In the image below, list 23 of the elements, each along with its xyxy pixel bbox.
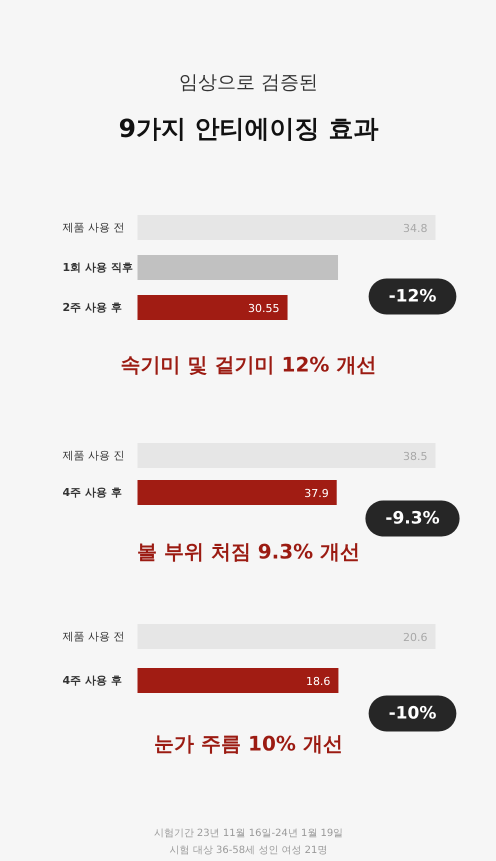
- chart-title: 9가지 안티에이징 효과: [118, 114, 378, 143]
- text: 시험기간 23년 11월 16일-24년 1월 19일: [154, 828, 344, 839]
- y-tick-label: 제품 사용 진: [62, 449, 124, 462]
- data-label: 20.6: [403, 631, 428, 644]
- data-label: 18.6: [306, 675, 330, 688]
- data-label: 30.55: [248, 302, 280, 315]
- y-tick-label: 4주 사용 후: [62, 486, 122, 499]
- y-tick-label: 1회 사용 직후: [62, 261, 133, 274]
- data-label: 34.8: [403, 222, 428, 235]
- text: -10%: [388, 704, 436, 724]
- text: 시험 대상 36-58세 성인 여성 21명: [170, 845, 328, 856]
- chart-subtitle: 임상으로 검증된: [178, 72, 318, 94]
- y-tick-label: 제품 사용 전: [62, 221, 124, 234]
- y-tick-label: 2주 사용 후: [62, 301, 122, 314]
- data-label: 37.9: [304, 487, 329, 500]
- text: 볼 부위 처짐 9.3% 개선: [136, 540, 360, 564]
- y-tick-label: 4주 사용 후: [62, 674, 122, 687]
- annotation: -12%: [388, 286, 436, 306]
- text: 속기미 및 겉기미 12% 개선: [120, 352, 376, 376]
- y-tick-label: 제품 사용 전: [62, 630, 124, 643]
- data-label: 38.5: [403, 450, 428, 463]
- text: 눈가 주름 10% 개선: [154, 732, 343, 756]
- annotation: -9.3%: [385, 508, 440, 528]
